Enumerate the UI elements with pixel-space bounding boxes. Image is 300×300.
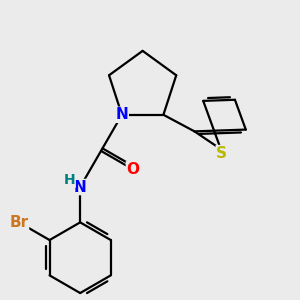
Text: N: N (74, 179, 86, 194)
Text: S: S (216, 146, 227, 160)
Text: O: O (126, 162, 140, 177)
Text: N: N (116, 107, 128, 122)
Text: Br: Br (9, 215, 28, 230)
Text: H: H (64, 173, 75, 187)
